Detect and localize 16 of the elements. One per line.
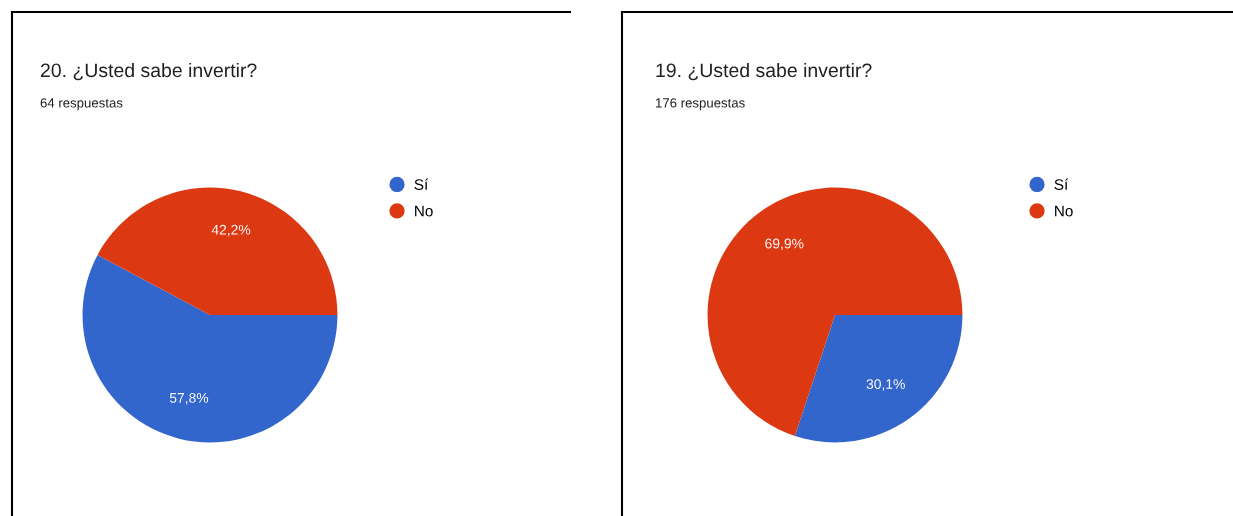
pie-slice	[82, 255, 338, 443]
data-label: 69,9%	[765, 238, 804, 251]
chart-subtitle: 176 respuestas	[656, 98, 745, 111]
pie-slice	[97, 187, 338, 315]
legend-label: No	[1055, 205, 1073, 217]
data-label: 30,1%	[866, 379, 905, 391]
data-label: 57,8%	[169, 392, 209, 405]
pie-slice	[794, 315, 963, 443]
legend-label: Sí	[414, 178, 429, 190]
chart-subtitle: 64 respuestas	[40, 98, 123, 111]
legend-label: No	[415, 205, 433, 217]
chart-title: 20. ¿Usted sabe invertir?	[40, 62, 257, 81]
data-label: 42,2%	[211, 224, 251, 237]
legend-label: Sí	[1054, 178, 1069, 190]
chart-title: 19. ¿Usted sabe invertir?	[656, 62, 872, 81]
pie-slice	[707, 187, 963, 436]
